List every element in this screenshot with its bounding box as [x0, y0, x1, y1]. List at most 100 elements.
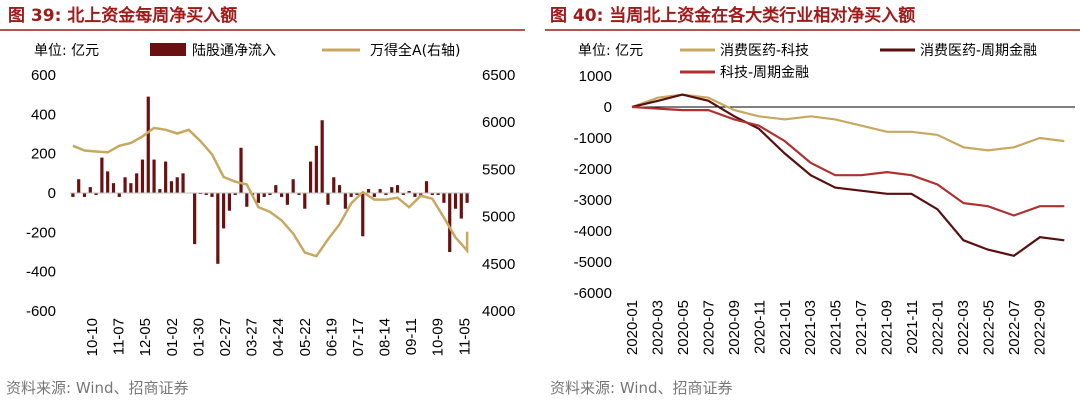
right-x-tick-label: 2020-09 — [726, 300, 743, 355]
left-y-tick-label: 0 — [48, 185, 56, 202]
left-bar — [274, 185, 278, 193]
right-y-tick-label: -5000 — [574, 254, 612, 271]
left-x-tick-label: 10-09 — [430, 318, 447, 356]
left-bar — [297, 193, 301, 195]
left-y-tick-label: 200 — [31, 146, 56, 163]
right-x-tick-label: 2020-05 — [675, 300, 692, 355]
right-x-tick-label: 2021-03 — [802, 300, 819, 355]
left-x-tick-label: 07-17 — [350, 318, 367, 356]
left-bar — [71, 193, 75, 197]
right-y-tick-label: -2000 — [574, 161, 612, 178]
right-series-line-1 — [631, 93, 1065, 152]
left-bar — [355, 193, 359, 195]
right-x-tick-label: 2021-09 — [879, 300, 896, 355]
left-bars — [71, 96, 469, 264]
right-unit-label: 单位: 亿元 — [578, 43, 643, 59]
left-right-y-tick-label: 4000 — [482, 303, 515, 320]
left-bar — [349, 193, 353, 197]
left-x-tick-label: 03-27 — [244, 318, 261, 356]
left-x-tick-label: 01-02 — [164, 318, 181, 356]
left-right-y-tick-label: 4500 — [482, 256, 515, 273]
right-x-tick-label: 2020-11 — [751, 300, 768, 354]
left-bar — [175, 177, 179, 193]
left-bar — [361, 193, 365, 237]
left-x-tick-label: 12-05 — [137, 318, 154, 356]
right-x-tick-label: 2020-07 — [700, 300, 717, 355]
left-bar — [245, 193, 249, 207]
left-bar — [181, 173, 185, 193]
left-bar — [256, 193, 260, 203]
right-series-line-3 — [631, 105, 1065, 217]
right-legend-label-3: 科技-周期金融 — [720, 65, 809, 81]
left-source: 资料来源: Wind、招商证券 — [6, 379, 189, 397]
right-legend-label-1: 消费医药-科技 — [720, 43, 809, 59]
left-x-tick-label: 05-22 — [297, 318, 314, 356]
left-bar — [204, 193, 208, 195]
right-x-tick-label: 2022-05 — [980, 300, 997, 355]
left-legend-line-label: 万得全A(右轴) — [370, 42, 461, 59]
left-bar — [390, 187, 394, 193]
right-chart-title: 图 40: 当周北上资金在各大类行业相对净买入额 — [550, 5, 915, 26]
left-bar — [77, 179, 81, 193]
left-bar — [442, 193, 446, 203]
right-chart-panel: 图 40: 当周北上资金在各大类行业相对净买入额 单位: 亿元 消费医药-科技 … — [545, 5, 1080, 397]
right-y-axis: 1000 0 -1000 -2000 -3000 -4000 -5000 -6000 — [574, 68, 612, 302]
right-series-line-2 — [631, 93, 1065, 257]
right-y-tick-label: 1000 — [579, 68, 612, 85]
left-legend-bar-swatch — [150, 43, 186, 56]
left-bar — [158, 189, 162, 193]
left-bar — [413, 193, 417, 197]
left-bar — [448, 193, 452, 252]
left-bar — [407, 191, 411, 193]
left-x-axis: 10-10 11-07 12-05 01-02 01-30 02-27 03-27 04-24… — [84, 318, 473, 356]
left-y-tick-label: -200 — [26, 224, 56, 241]
left-chart-panel: 图 39: 北上资金每周净买入额 单位: 亿元 陆股通净流入 万得全A(右轴) … — [0, 5, 525, 397]
left-y-tick-label: -400 — [26, 264, 56, 281]
left-x-tick-label: 06-19 — [323, 318, 340, 356]
left-bar — [395, 185, 400, 193]
left-x-tick-label: 04-24 — [270, 318, 287, 356]
left-right-y-axis: 6500 6000 5500 5000 4500 4000 — [482, 67, 515, 320]
left-bar — [106, 171, 110, 193]
right-x-tick-label: 2022-01 — [930, 300, 947, 355]
right-y-tick-label: 0 — [604, 99, 612, 116]
left-bar — [285, 193, 289, 205]
left-index-line — [72, 126, 469, 258]
left-bar — [366, 189, 371, 193]
left-bar — [233, 193, 237, 195]
left-bar — [210, 193, 214, 197]
right-series-lines — [631, 93, 1065, 257]
left-bar — [303, 193, 307, 209]
right-x-tick-label: 2021-07 — [853, 300, 870, 355]
left-x-tick-label: 09-11 — [403, 318, 420, 355]
right-y-tick-label: -4000 — [574, 223, 612, 240]
left-bar — [152, 159, 156, 193]
right-x-tick-label: 2022-03 — [955, 300, 972, 355]
left-bar — [465, 193, 469, 203]
left-bar — [268, 193, 272, 195]
left-right-y-tick-label: 6000 — [482, 114, 515, 131]
left-legend-bar-label: 陆股通净流入 — [192, 43, 276, 59]
left-unit-label: 单位: 亿元 — [34, 43, 99, 59]
left-bar — [424, 181, 429, 193]
left-bar — [135, 173, 139, 193]
left-bar — [343, 193, 347, 209]
left-bar — [314, 145, 318, 193]
right-x-tick-label: 2020-03 — [650, 300, 667, 355]
left-bar — [459, 193, 463, 219]
right-y-tick-label: -1000 — [574, 130, 612, 147]
right-x-tick-label: 2021-01 — [777, 300, 794, 355]
right-y-tick-label: -3000 — [574, 192, 612, 209]
left-x-tick-label: 02-27 — [217, 318, 234, 356]
left-bar — [88, 187, 92, 193]
left-right-y-tick-label: 5000 — [482, 209, 515, 226]
right-y-tick-label: -6000 — [574, 285, 612, 302]
left-bar — [291, 179, 295, 193]
left-bar — [100, 157, 104, 193]
left-bar — [332, 177, 336, 193]
left-bar — [140, 159, 145, 193]
left-y-tick-label: 400 — [31, 106, 56, 123]
left-bar — [378, 189, 382, 193]
left-bar — [239, 147, 243, 193]
left-bar — [129, 183, 133, 193]
